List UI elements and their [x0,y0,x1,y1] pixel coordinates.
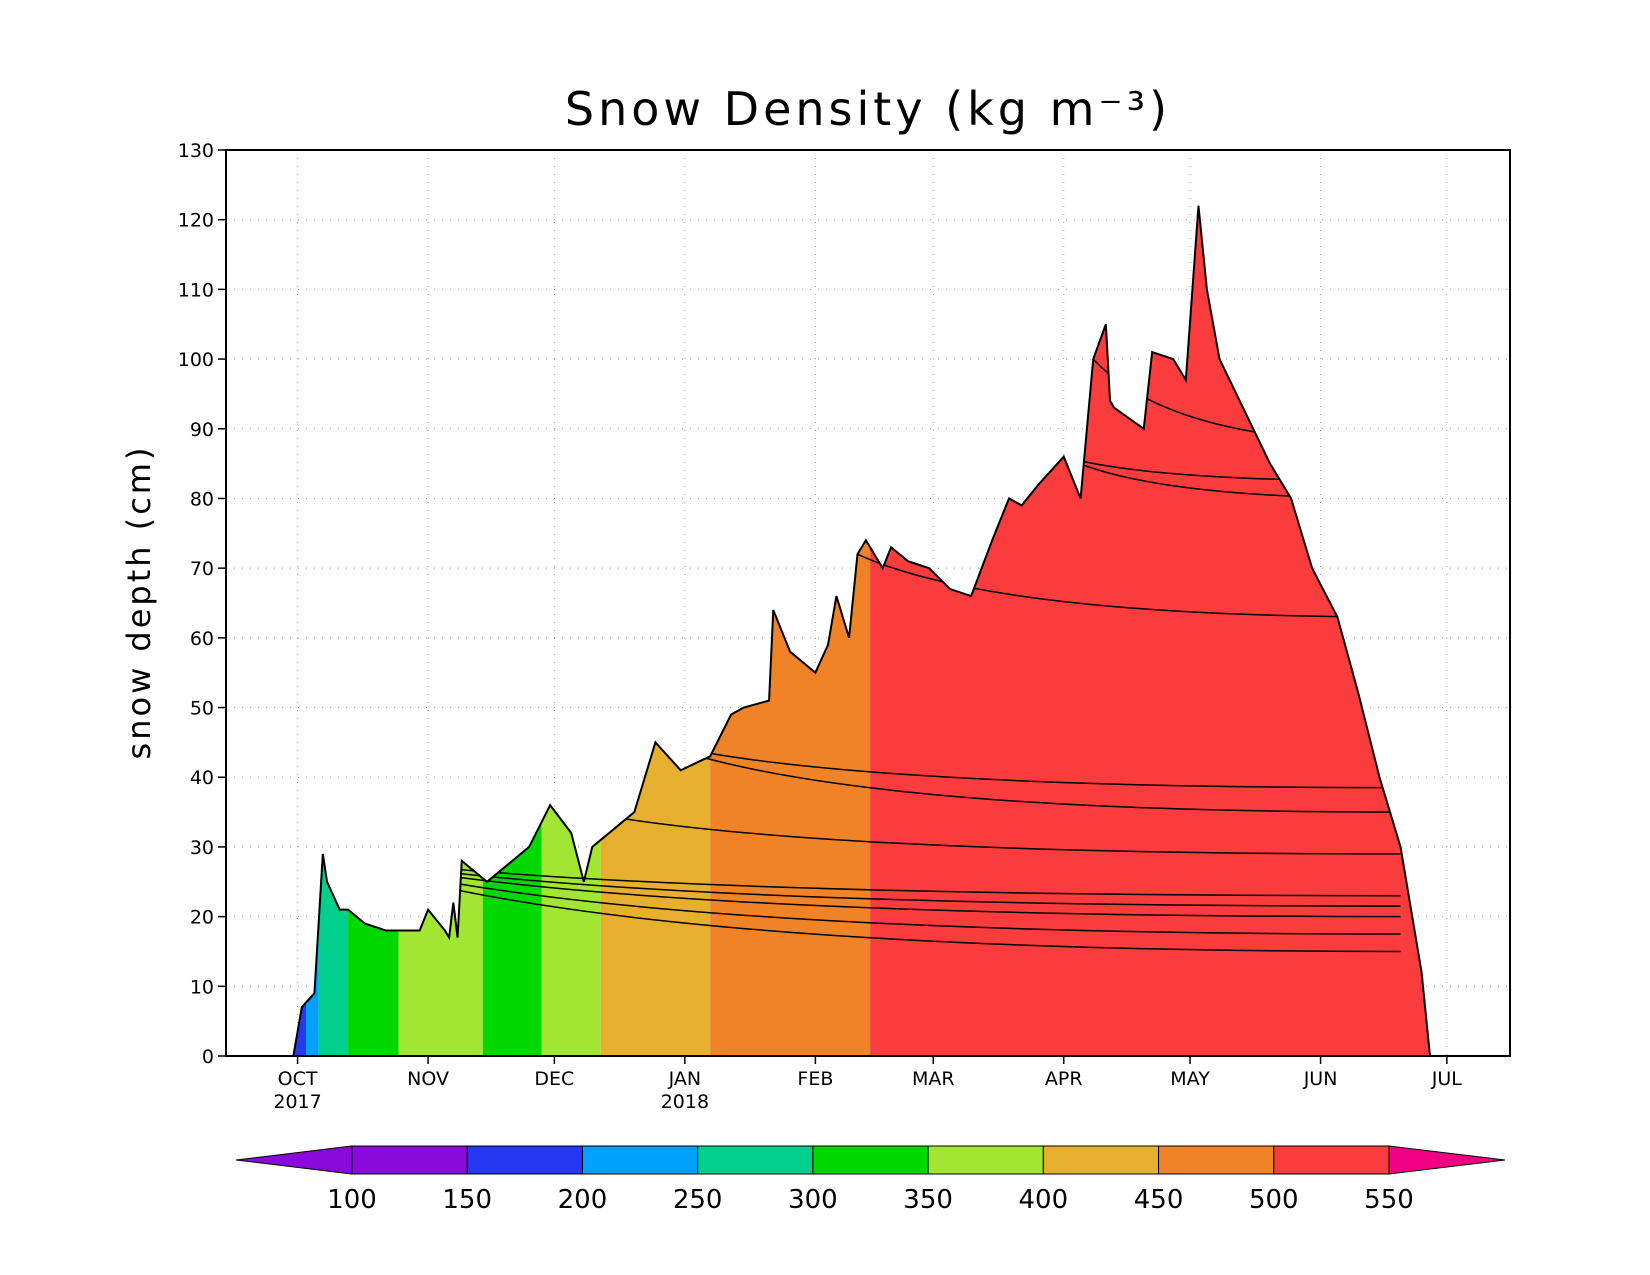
y-tick-label: 130 [178,140,214,162]
y-tick-label: 90 [190,419,214,441]
colorbar-label: 200 [558,1185,608,1215]
colorbar-swatch [1042,1145,1160,1175]
colorbar-label: 350 [903,1185,953,1215]
layer-boundary [655,741,1401,789]
x-tick-label: MAR [912,1068,955,1090]
colorbar: 100 150 200 250 300 350 400 450 500 550 [235,1145,1506,1215]
density-bands [293,205,1431,1056]
colorbar-label: 550 [1364,1185,1414,1215]
y-tick-label: 10 [190,976,214,998]
y-axis-ticks: 0 10 20 30 40 50 60 70 80 90 100 110 120 130 [178,140,226,1068]
colorbar-swatch [351,1145,468,1175]
layer-boundary [655,741,1401,813]
y-tick-label: 0 [202,1046,214,1068]
colorbar-label: 100 [327,1185,377,1215]
colorbar-label: 300 [788,1185,838,1215]
colorbar-label: 400 [1019,1185,1069,1215]
x-tick-label: JUL [1431,1068,1463,1090]
y-tick-label: 50 [190,698,214,720]
density-band [541,205,601,1056]
y-tick-label: 110 [178,279,214,301]
colorbar-label: 500 [1249,1185,1299,1215]
density-band [482,205,542,1056]
x-tick-label: OCT [278,1068,318,1090]
colorbar-label: 150 [442,1185,492,1215]
density-band [710,205,871,1056]
colorbar-swatch [581,1145,699,1175]
colorbar-swatch [1273,1145,1390,1175]
x-tick-sublabel: 2017 [273,1091,321,1113]
y-tick-label: 30 [190,837,214,859]
y-axis-label: snow depth (cm) [120,445,158,760]
colorbar-swatch [927,1145,1044,1175]
density-band [318,205,349,1056]
colorbar-swatch [466,1145,583,1175]
y-tick-label: 80 [190,488,214,510]
snow-depth-line [292,205,1432,1057]
x-tick-label: JAN [668,1068,701,1090]
density-band [293,205,306,1056]
x-tick-label: FEB [797,1068,833,1090]
y-tick-label: 40 [190,767,214,789]
y-tick-label: 70 [190,558,214,580]
colorbar-swatch [1158,1145,1275,1175]
x-tick-sublabel: 2018 [661,1091,709,1113]
colorbar-swatch [697,1145,814,1175]
x-tick-label: DEC [534,1068,574,1090]
y-tick-label: 20 [190,907,214,929]
layer-boundary [857,553,1401,618]
density-band [305,205,319,1056]
x-tick-label: APR [1045,1068,1083,1090]
density-band [398,205,483,1056]
colorbar-high-arrow [1388,1145,1506,1175]
colorbar-label: 250 [673,1185,723,1215]
x-tick-label: MAY [1170,1068,1210,1090]
x-tick-label: JUN [1303,1068,1338,1090]
colorbar-swatch [812,1145,929,1175]
y-tick-label: 100 [178,349,214,371]
colorbar-label: 450 [1134,1185,1184,1215]
y-tick-label: 120 [178,210,214,232]
x-tick-label: NOV [407,1068,449,1090]
density-band [348,205,399,1056]
y-tick-label: 60 [190,628,214,650]
colorbar-low-arrow [235,1145,353,1175]
plot-frame [225,149,1511,1057]
density-band-group [293,205,1431,1056]
chart-title: Snow Density (kg m⁻³) [565,82,1171,136]
density-band [870,205,1431,1056]
